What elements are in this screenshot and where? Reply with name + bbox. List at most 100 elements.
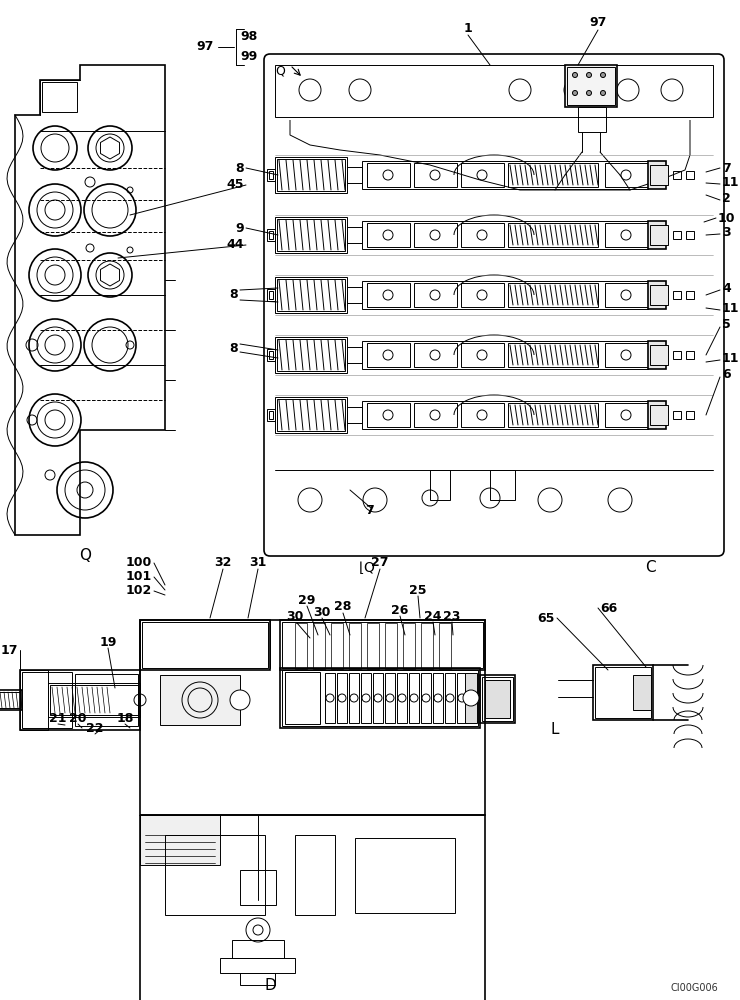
Bar — [20, 670, 48, 730]
Bar — [277, 399, 345, 431]
Bar — [433, 673, 443, 723]
Text: 44: 44 — [226, 238, 244, 251]
Bar — [508, 163, 598, 187]
Bar — [277, 339, 345, 371]
Text: 23: 23 — [443, 609, 461, 622]
Text: 30: 30 — [286, 610, 303, 624]
Bar — [280, 620, 485, 670]
Text: 29: 29 — [298, 593, 316, 606]
Text: 66: 66 — [600, 601, 617, 614]
Bar — [686, 231, 694, 239]
Text: 28: 28 — [334, 600, 352, 613]
Text: 11: 11 — [722, 352, 739, 364]
Bar — [673, 171, 681, 179]
Bar — [465, 673, 477, 723]
Bar — [414, 163, 457, 187]
Bar — [275, 65, 713, 117]
Text: 97: 97 — [589, 15, 607, 28]
Bar — [313, 623, 325, 669]
Bar — [508, 223, 598, 247]
Bar — [269, 171, 273, 179]
Bar — [686, 171, 694, 179]
Text: 19: 19 — [99, 636, 117, 648]
Bar — [650, 285, 660, 305]
Bar — [445, 673, 455, 723]
Text: 10: 10 — [718, 212, 736, 225]
Bar — [414, 223, 457, 247]
Circle shape — [573, 91, 577, 96]
Bar — [20, 670, 140, 730]
Bar — [240, 973, 275, 985]
Bar — [282, 670, 478, 726]
Bar — [220, 958, 295, 973]
Bar — [650, 405, 668, 425]
Bar — [280, 668, 480, 728]
Bar — [362, 281, 648, 309]
Text: 8: 8 — [235, 161, 244, 174]
Bar — [347, 287, 362, 303]
Bar — [275, 337, 347, 373]
Bar — [457, 673, 467, 723]
Bar — [673, 291, 681, 299]
Circle shape — [587, 91, 591, 96]
Bar — [480, 675, 515, 723]
Bar — [461, 163, 504, 187]
Bar — [648, 161, 666, 189]
Text: 27: 27 — [371, 556, 389, 570]
Text: Q: Q — [275, 65, 285, 78]
Bar — [409, 673, 419, 723]
Bar — [650, 345, 668, 365]
Bar — [347, 167, 362, 183]
Bar — [267, 349, 275, 361]
Bar — [267, 229, 275, 241]
Bar — [485, 680, 510, 718]
Bar — [269, 411, 273, 419]
Bar — [648, 281, 666, 309]
Bar — [362, 221, 648, 249]
Circle shape — [463, 690, 479, 706]
Bar — [267, 409, 275, 421]
Text: 8: 8 — [229, 288, 238, 302]
Bar — [605, 283, 648, 307]
Text: 97: 97 — [197, 40, 214, 53]
Bar — [397, 673, 407, 723]
Text: 22: 22 — [87, 722, 104, 734]
Bar — [362, 161, 648, 189]
Bar — [650, 225, 660, 245]
Text: 8: 8 — [229, 342, 238, 355]
Bar — [275, 397, 347, 433]
Bar — [269, 351, 273, 359]
Bar — [367, 343, 410, 367]
Text: $\lfloor$Q: $\lfloor$Q — [358, 560, 375, 576]
Bar — [686, 291, 694, 299]
Bar — [362, 401, 648, 429]
Bar — [650, 285, 668, 305]
Bar — [605, 403, 648, 427]
Bar — [650, 165, 668, 185]
Text: 31: 31 — [249, 556, 266, 570]
Bar — [508, 403, 598, 427]
Bar — [490, 470, 515, 500]
Bar — [367, 403, 410, 427]
Bar — [373, 673, 383, 723]
Circle shape — [600, 91, 605, 96]
Bar — [578, 107, 606, 132]
Bar — [421, 623, 433, 669]
Circle shape — [600, 73, 605, 78]
Text: 101: 101 — [126, 570, 152, 584]
Bar — [160, 675, 240, 725]
Bar — [347, 227, 362, 243]
Bar — [282, 622, 483, 668]
Bar — [267, 169, 275, 181]
Text: 30: 30 — [313, 605, 331, 618]
Bar — [347, 407, 362, 423]
Bar — [508, 283, 598, 307]
Text: 11: 11 — [722, 302, 739, 314]
Bar — [650, 345, 660, 365]
Text: 26: 26 — [391, 603, 408, 616]
Text: Q: Q — [79, 548, 91, 562]
Bar — [633, 675, 651, 710]
Bar — [337, 673, 347, 723]
Bar — [461, 223, 504, 247]
FancyBboxPatch shape — [264, 54, 724, 556]
